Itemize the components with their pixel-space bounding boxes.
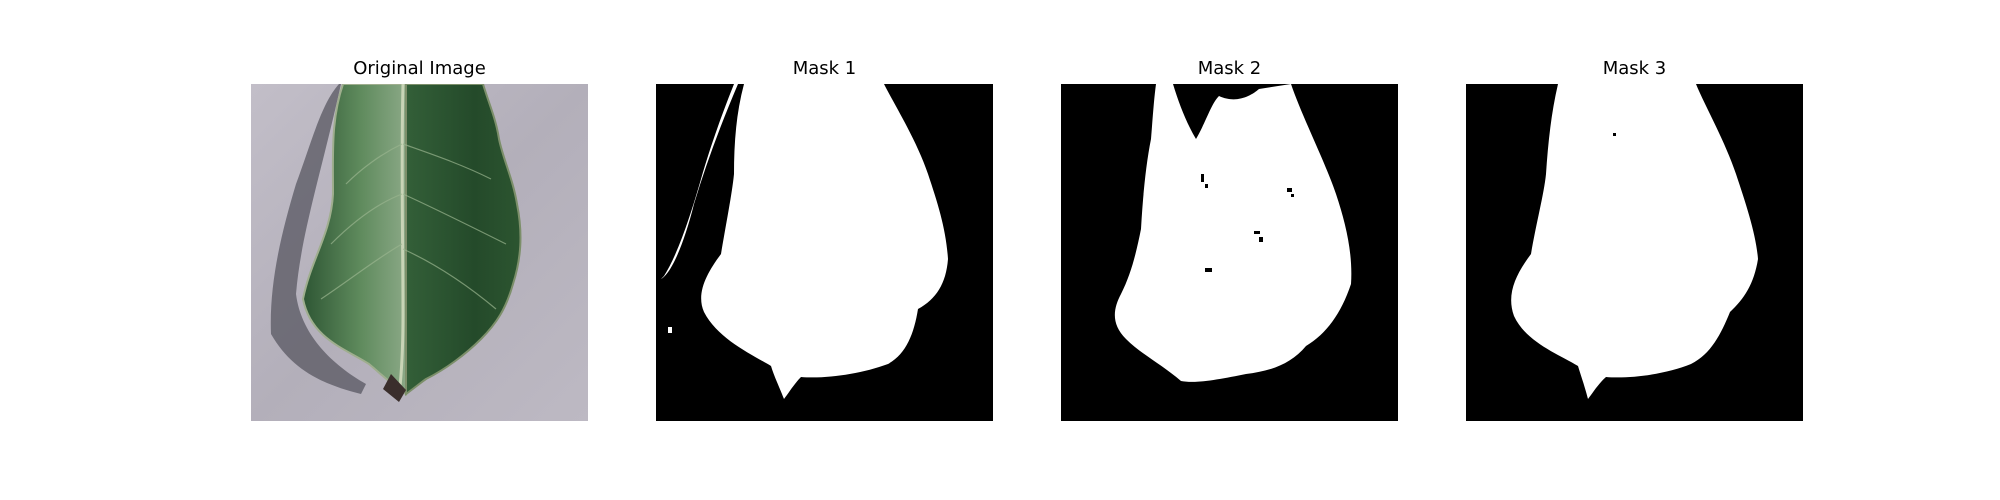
panel-title-original-image: Original Image [353,58,486,79]
mask-1-panel [656,84,993,421]
leaf-veins [320,143,507,310]
leaf-photo [251,84,588,421]
mask-2-holes [1201,174,1294,272]
original-image-panel [251,84,588,421]
panel-title-mask-2: Mask 2 [1197,58,1262,79]
mask-2-foreground [1114,84,1352,382]
mask-1-foreground [701,84,948,399]
mask-1-speck [668,327,672,333]
leaf-shadow [270,84,366,394]
mask-2-image [1061,84,1398,421]
mask-1-image [656,84,993,421]
mask-3-panel [1466,84,1803,421]
mask-3-foreground [1511,84,1758,399]
leaf-stem [383,374,406,402]
mask-3-hole [1613,133,1616,136]
leaf-left-half [301,84,407,396]
mask-2-panel [1061,84,1398,421]
panel-title-mask-1: Mask 1 [792,58,857,79]
panel-title-mask-3: Mask 3 [1602,58,1667,79]
leaf-right-half [405,84,522,396]
mask-3-image [1466,84,1803,421]
leaf-midrib [397,84,405,397]
